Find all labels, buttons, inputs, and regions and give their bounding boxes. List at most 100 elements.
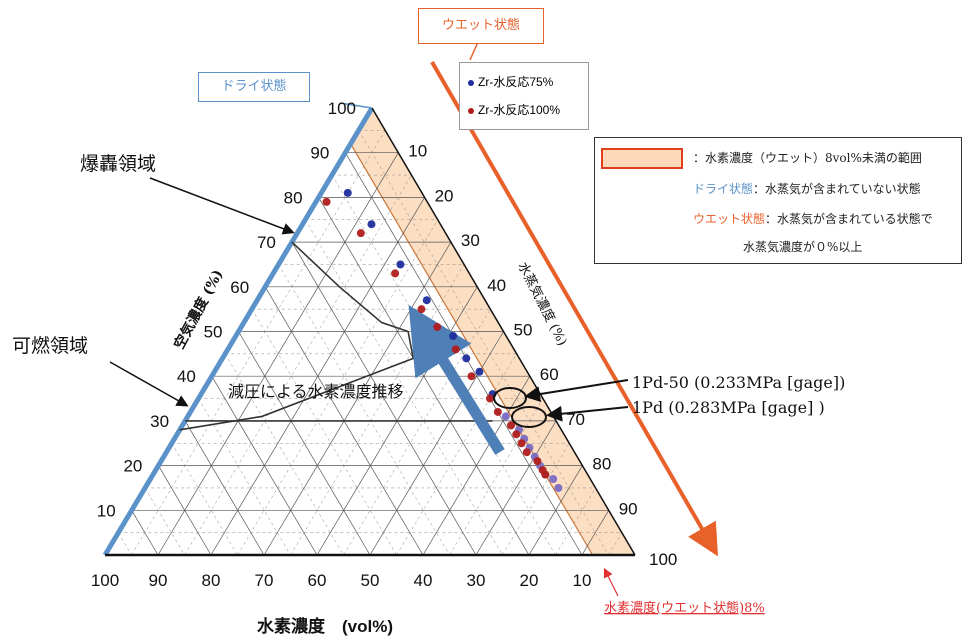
data-point-zr75 — [501, 412, 510, 421]
dry-state-callout-text: ドライ状態 — [221, 79, 287, 94]
data-point-zr100 — [433, 323, 442, 332]
left-tick-label: 20 — [123, 457, 142, 476]
data-point-zr100 — [451, 345, 460, 354]
grid-line-steam — [157, 152, 399, 556]
data-point-zr75 — [422, 296, 431, 305]
left-tick-label: 10 — [97, 501, 116, 520]
grid-minor-steam — [449, 398, 544, 556]
data-point-zr100 — [517, 439, 526, 448]
left-tick-label: 40 — [177, 367, 196, 386]
right-tick-label: 70 — [566, 410, 585, 429]
detonation-label: 爆轟領域 — [80, 153, 156, 175]
grid-minor-steam — [237, 219, 438, 556]
bottom-tick-label: 50 — [361, 571, 380, 590]
data-point-zr100 — [391, 269, 400, 278]
data-point-zr75 — [449, 331, 458, 340]
grid-minor-steam — [131, 130, 386, 556]
legend-row-wet: ウエット状態：水蒸気が含まれている状態で — [693, 210, 933, 227]
bottom-tick-label: 20 — [520, 571, 539, 590]
data-point-zr75 — [462, 354, 471, 363]
legend-dry-text: ：水蒸気が含まれていない状態 — [753, 182, 921, 196]
right-tick-label: 100 — [649, 550, 677, 569]
legend-wet-text: ：水蒸気が含まれている状態で — [765, 212, 933, 226]
depressurize-arrow — [408, 304, 505, 455]
region-boundaries — [179, 241, 505, 455]
wet-state-callout-text: ウエット状態 — [441, 18, 520, 33]
left-tick-label: 70 — [257, 233, 276, 252]
wet-state-callout: ウエット状態 — [418, 8, 544, 44]
pd50-label: 1Pd-50 (0.233MPa [gage]) — [632, 373, 845, 392]
bottom-tick-label: 30 — [467, 571, 486, 590]
legend-row-dry: ドライ状態：水蒸気が含まれていない状態 — [693, 180, 921, 197]
data-point-zr100 — [356, 229, 365, 238]
data-point-zr100 — [541, 470, 550, 479]
flammable-label: 可燃領域 — [12, 335, 88, 357]
series-legend: Zr-水反応75% Zr-水反応100% — [459, 62, 589, 130]
legend-dot-blue — [468, 79, 474, 86]
flammable-arrow — [109, 361, 189, 407]
data-point-zr100 — [533, 457, 542, 466]
data-point-zr75 — [367, 220, 376, 229]
bottom-tick-label: 80 — [202, 571, 221, 590]
bottom-tick-label: 100 — [91, 571, 119, 590]
grid-minor-steam — [502, 443, 570, 556]
right-tick-label: 40 — [487, 276, 506, 295]
pd50-arrow — [524, 379, 629, 403]
data-point-zr100 — [417, 305, 426, 314]
data-point-zr100 — [493, 407, 502, 416]
right-tick-label: 50 — [514, 321, 533, 340]
right-edge — [371, 107, 636, 556]
right-tick-label: 80 — [592, 455, 611, 474]
band-swatch — [601, 148, 683, 169]
grid-minor-h2 — [144, 487, 185, 556]
left-tick-label: 30 — [150, 412, 169, 431]
right-tick-label: 10 — [408, 142, 427, 161]
data-point-zr75 — [549, 475, 558, 484]
data-point-zr100 — [507, 421, 516, 430]
triangle-frame — [102, 41, 719, 557]
h2-wet8-arrow — [603, 567, 619, 597]
bottom-tick-label: 70 — [255, 571, 274, 590]
legend-row-wet-cont: 水蒸気濃度が０%以上 — [743, 240, 863, 254]
bottom-tick-label: 60 — [308, 571, 327, 590]
grid-minor-h2 — [278, 264, 450, 556]
grid-line-steam — [475, 420, 557, 556]
grid-minor-h2 — [171, 443, 238, 556]
grid-minor-h2 — [224, 353, 344, 556]
grid-minor-steam — [290, 264, 465, 556]
pd-label: 1Pd (0.283MPa [gage] ) — [632, 398, 825, 417]
legend-dry-key: ドライ状態 — [693, 182, 754, 196]
legend-row-band: ：水素濃度（ウエット）8vol%未満の範囲 — [693, 151, 922, 165]
grid-minor-h2 — [251, 309, 397, 556]
left-tick-label: 100 — [328, 99, 356, 118]
grid-minor-h2 — [331, 174, 556, 556]
wet-callout-tail — [469, 41, 479, 61]
right-tick-label: 30 — [461, 231, 480, 250]
grid-minor-h2 — [198, 398, 291, 556]
bottom-tick-label: 40 — [414, 571, 433, 590]
bottom-axis-title: 水素濃度 (vol%) — [257, 616, 393, 636]
grid-minor-steam — [608, 532, 623, 556]
grid-line-steam — [528, 465, 583, 556]
data-point-zr100 — [522, 448, 531, 457]
grid-minor-steam — [555, 487, 596, 556]
grid-minor-h2 — [305, 219, 503, 556]
legend-dot-red — [468, 107, 474, 114]
bottom-tick-label: 10 — [573, 571, 592, 590]
grid-line-h2 — [158, 465, 212, 556]
data-point-zr75 — [343, 188, 352, 197]
right-tick-label: 60 — [540, 365, 559, 384]
data-point-zr100 — [485, 394, 494, 403]
grid-minor-steam — [184, 174, 412, 556]
grid-line-steam — [422, 376, 531, 556]
detonation-boundary-upper — [291, 241, 409, 333]
legend-item-zr75: Zr-水反応75% — [468, 73, 553, 90]
data-point-zr75 — [554, 483, 563, 492]
grid-line-h2 — [211, 376, 318, 556]
data-point-zr75 — [475, 367, 484, 376]
grid-minor-steam — [343, 309, 491, 556]
data-point-zr100 — [467, 372, 476, 381]
tick-labels: 100 90 80 70 60 50 40 30 20 10 10 20 30 40 50 60 70 80 90 1… — [91, 99, 678, 636]
right-tick-label: 90 — [619, 499, 638, 518]
